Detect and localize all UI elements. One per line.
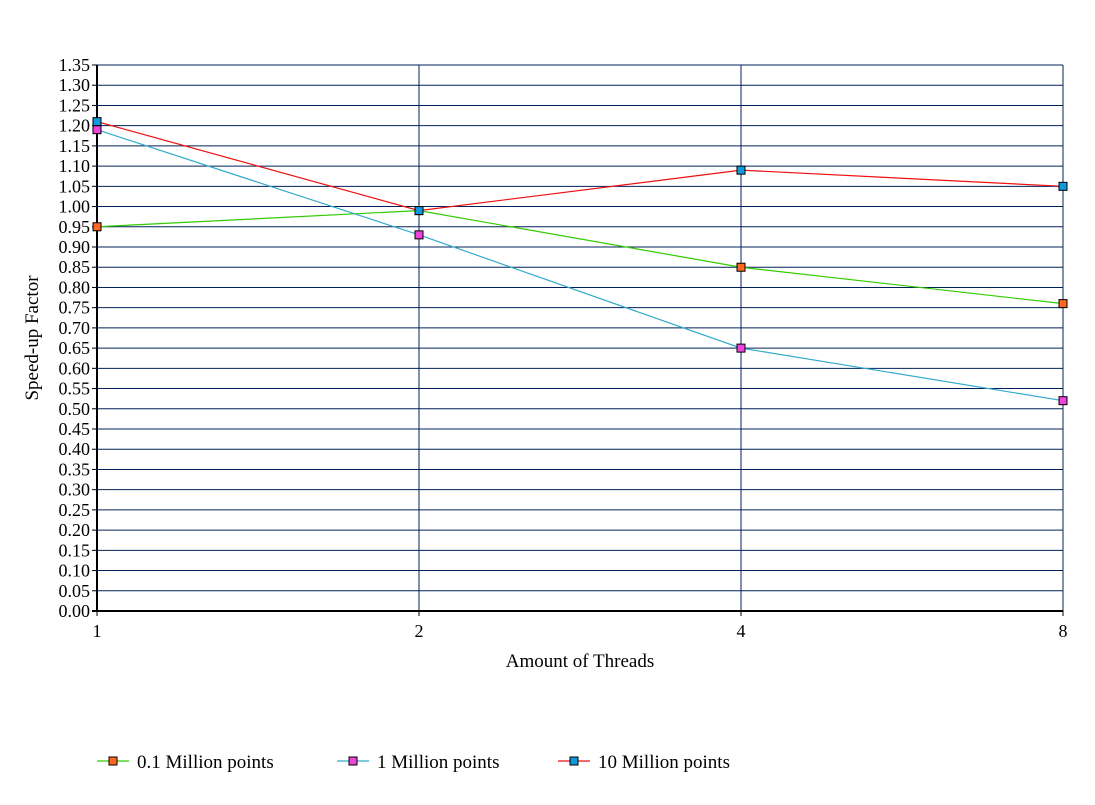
- data-point: [414, 230, 424, 240]
- data-point: [92, 117, 102, 127]
- y-tick-label: 1.10: [59, 156, 91, 176]
- y-tick-label: 0.25: [59, 500, 91, 520]
- data-point: [92, 222, 102, 232]
- legend-label: 1 Million points: [377, 752, 499, 773]
- y-tick-label: 0.45: [59, 419, 91, 439]
- axes: [92, 64, 1064, 616]
- y-tick-label: 0.40: [59, 439, 91, 459]
- data-point: [1058, 396, 1068, 406]
- y-tick-label: 0.70: [59, 318, 91, 338]
- y-tick-label: 0.75: [59, 298, 91, 318]
- y-tick-label: 1.05: [59, 176, 91, 196]
- y-tick-label: 0.00: [59, 601, 91, 621]
- legend-label: 10 Million points: [598, 752, 730, 773]
- series-line: [96, 209, 1064, 305]
- y-tick-label: 0.90: [59, 237, 91, 257]
- y-axis-title: Speed-up Factor: [22, 275, 43, 401]
- y-tick-label: 0.15: [59, 540, 91, 560]
- x-axis-title: Amount of Threads: [506, 651, 654, 672]
- y-tick-label: 1.25: [59, 95, 91, 115]
- x-tick-label: 2: [415, 621, 424, 641]
- y-tick-label: 0.80: [59, 277, 91, 297]
- data-point: [414, 206, 424, 216]
- x-tick-label: 8: [1059, 621, 1068, 641]
- legend-marker: [348, 756, 358, 766]
- legend-marker: [108, 756, 118, 766]
- y-tick-label: 0.10: [59, 561, 91, 581]
- x-tick-label: 4: [737, 621, 746, 641]
- data-point: [736, 343, 746, 353]
- series-line: [96, 129, 1064, 402]
- y-tick-label: 0.35: [59, 459, 91, 479]
- series: [92, 117, 1068, 406]
- y-tick-label: 0.95: [59, 217, 91, 237]
- data-point: [1058, 299, 1068, 309]
- y-tick-label: 0.65: [59, 338, 91, 358]
- data-point: [736, 165, 746, 175]
- y-tick-label: 0.50: [59, 399, 91, 419]
- y-tick-label: 1.00: [59, 197, 91, 217]
- y-tick-label: 1.15: [59, 136, 91, 156]
- grid-lines: [97, 64, 1064, 611]
- data-point: [92, 125, 102, 135]
- y-tick-label: 1.30: [59, 75, 91, 95]
- series-line: [96, 121, 1064, 212]
- legend: 0.1 Million points 1 Million points 10 Mil…: [97, 752, 730, 773]
- legend-label: 0.1 Million points: [137, 752, 274, 773]
- y-tick-label: 0.60: [59, 358, 91, 378]
- y-tick-label: 1.20: [59, 116, 91, 136]
- data-point: [1058, 181, 1068, 191]
- y-tick-label: 0.20: [59, 520, 91, 540]
- y-tick-label: 0.85: [59, 257, 91, 277]
- y-tick-labels: 0.000.050.100.150.200.250.300.350.400.45…: [59, 55, 91, 621]
- x-tick-label: 1: [93, 621, 102, 641]
- x-tick-labels: 1 2 4 8: [93, 621, 1068, 641]
- data-point: [736, 262, 746, 272]
- y-tick-label: 0.55: [59, 379, 91, 399]
- y-tick-label: 0.05: [59, 581, 91, 601]
- y-tick-label: 1.35: [59, 55, 91, 75]
- legend-marker: [569, 756, 579, 766]
- y-tick-label: 0.30: [59, 480, 91, 500]
